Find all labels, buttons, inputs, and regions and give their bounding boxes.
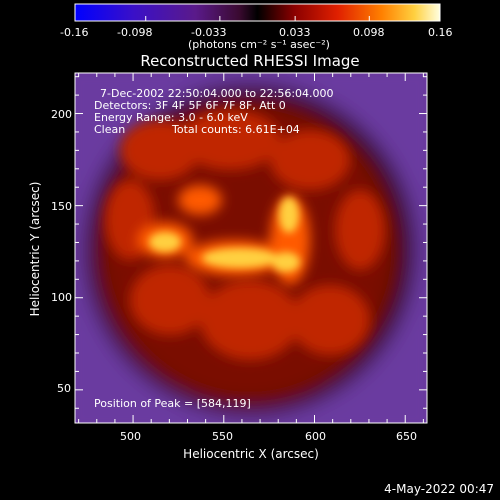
x-tick-label-1: 550 xyxy=(212,430,233,443)
plot-frame xyxy=(74,72,428,424)
colorbar-gradient xyxy=(74,3,441,22)
colorbar-tick-label-5: 0.16 xyxy=(428,26,453,39)
y-tick-label-0: 50 xyxy=(57,382,71,395)
y-tick-label-2: 150 xyxy=(51,200,72,213)
y-tick-label-3: 200 xyxy=(51,108,72,121)
peak-position: Position of Peak = [584,119] xyxy=(94,397,251,410)
x-axis-label: Heliocentric X (arcsec) xyxy=(183,447,319,461)
colorbar-tick-label-4: 0.098 xyxy=(353,26,385,39)
info-time: 7-Dec-2002 22:50:04.000 to 22:56:04.000 xyxy=(100,87,334,100)
plot-title: Reconstructed RHESSI Image xyxy=(140,52,360,70)
info-algorithm: Clean xyxy=(94,123,126,136)
colorbar-tick-label-2: -0.033 xyxy=(191,26,227,39)
info-energy: Energy Range: 3.0 - 6.0 keV xyxy=(94,111,248,124)
colorbar-tick-label-1: -0.098 xyxy=(117,26,153,39)
x-tick-label-2: 600 xyxy=(305,430,326,443)
info-detectors: Detectors: 3F 4F 5F 6F 7F 8F, Att 0 xyxy=(94,99,286,112)
x-tick-label-0: 500 xyxy=(120,430,141,443)
x-tick-label-3: 650 xyxy=(396,430,417,443)
colorbar-tick-label-3: 0.033 xyxy=(279,26,311,39)
info-counts: Total counts: 6.61E+04 xyxy=(172,123,300,136)
colorbar-units: (photons cm⁻² s⁻¹ asec⁻²) xyxy=(188,38,330,51)
timestamp: 4-May-2022 00:47 xyxy=(384,482,494,496)
colorbar-tick-label-0: -0.16 xyxy=(60,26,89,39)
y-tick-label-1: 100 xyxy=(51,291,72,304)
y-axis-label: Heliocentric Y (arcsec) xyxy=(28,181,42,317)
colorbar xyxy=(74,3,441,22)
